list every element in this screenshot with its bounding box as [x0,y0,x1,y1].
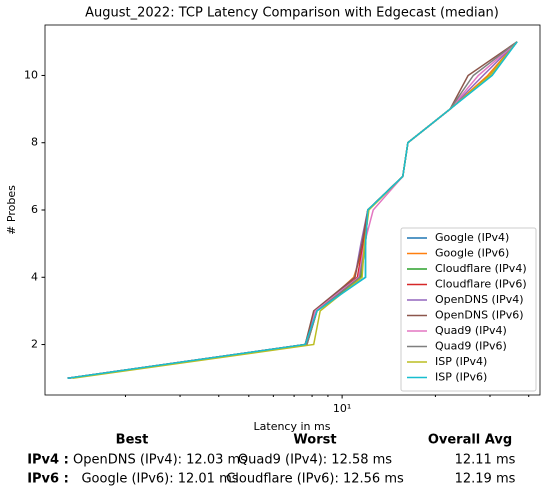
legend-label: Cloudflare (IPv4) [435,262,527,275]
summary-cell: OpenDNS (IPv4): 12.03 ms [73,453,247,468]
x-tick-label: 10¹ [333,402,351,415]
y-tick-label: 10 [24,68,38,81]
y-tick-label: 8 [31,136,38,149]
y-tick-label: 4 [31,270,38,283]
legend-label: ISP (IPv6) [435,371,487,384]
summary-cell: 12.11 ms [455,453,516,468]
summary-header: Overall Avg [428,433,512,448]
chart-title: August_2022: TCP Latency Comparison with… [85,6,499,21]
legend-label: ISP (IPv4) [435,355,487,368]
summary-header: Best [116,433,149,448]
legend-label: Google (IPv4) [435,231,509,244]
y-tick-label: 2 [31,338,38,351]
summary-cell: Cloudflare (IPv6): 12.56 ms [226,472,404,487]
summary-cell: 12.19 ms [455,472,516,487]
summary-cell: Google (IPv6): 12.01 ms [81,472,238,487]
legend-label: Cloudflare (IPv6) [435,278,527,291]
legend-box [400,227,537,392]
y-axis-label: # Probes [5,185,18,235]
summary-row-label: IPv4 : [27,453,69,468]
summary-cell: Quad9 (IPv4): 12.58 ms [238,453,392,468]
legend-label: OpenDNS (IPv6) [435,309,524,322]
legend-label: Quad9 (IPv4) [435,324,507,337]
summary-header: Worst [293,433,336,448]
summary-row-label: IPv6 : [27,472,69,487]
series-line [67,41,518,379]
legend-label: Google (IPv6) [435,247,509,260]
y-tick-label: 6 [31,203,38,216]
legend-label: Quad9 (IPv6) [435,340,507,353]
x-axis-label: Latency in ms [254,420,331,433]
legend-label: OpenDNS (IPv4) [435,293,524,306]
